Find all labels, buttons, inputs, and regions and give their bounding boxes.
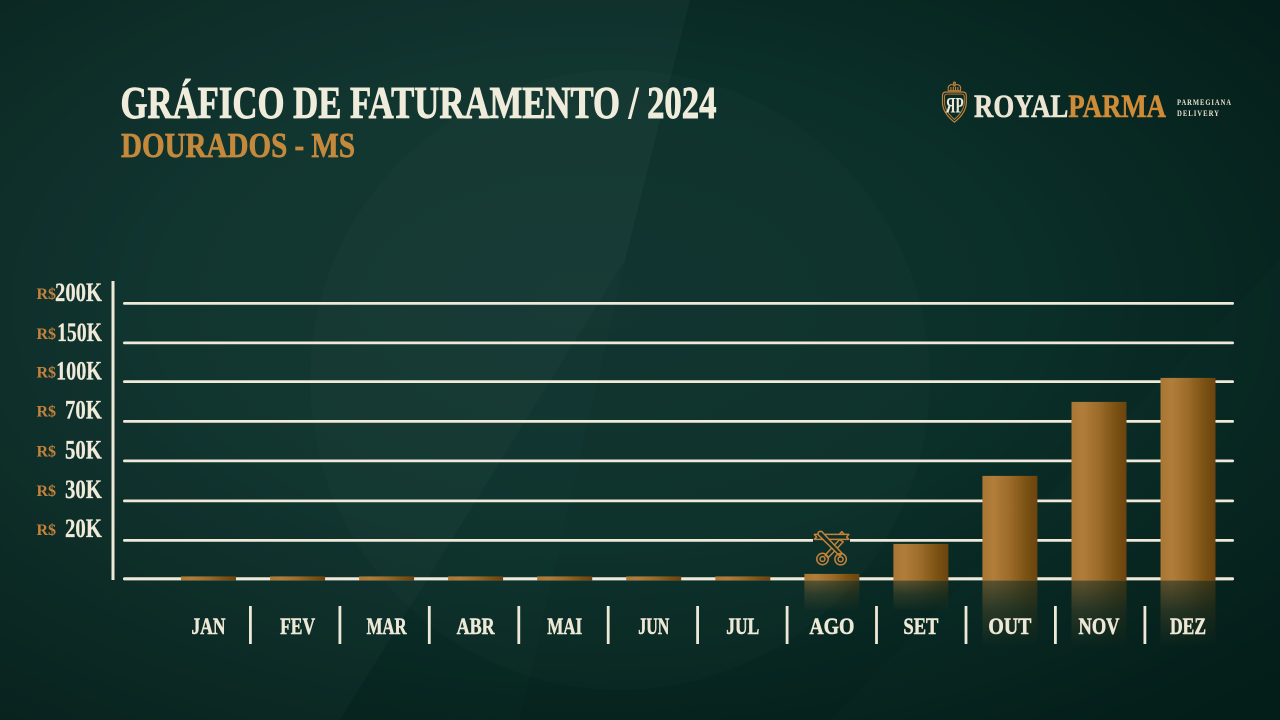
svg-text:JAN: JAN	[192, 614, 226, 639]
svg-text:ABR: ABR	[457, 614, 495, 639]
svg-text:200K: 200K	[55, 278, 103, 307]
svg-text:NOV: NOV	[1079, 614, 1120, 639]
svg-text:JUN: JUN	[638, 614, 669, 639]
svg-text:R$: R$	[37, 404, 57, 421]
svg-text:JUL: JUL	[726, 614, 759, 639]
svg-text:R$: R$	[37, 286, 57, 303]
svg-text:30K: 30K	[65, 475, 103, 504]
svg-text:R$: R$	[37, 522, 57, 539]
svg-text:20K: 20K	[65, 514, 103, 543]
svg-text:R$: R$	[37, 483, 57, 500]
svg-text:150K: 150K	[57, 318, 103, 347]
svg-text:GRÁFICO DE FATURAMENTO / 2024: GRÁFICO DE FATURAMENTO / 2024	[121, 78, 717, 128]
svg-text:R$: R$	[37, 444, 57, 461]
svg-text:SET: SET	[903, 614, 938, 639]
svg-text:DEZ: DEZ	[1170, 614, 1206, 639]
svg-text:PARMEGIANA: PARMEGIANA	[1177, 97, 1232, 107]
svg-text:MAR: MAR	[367, 614, 407, 639]
svg-text:100K: 100K	[56, 357, 103, 386]
svg-text:AGO: AGO	[809, 614, 854, 639]
svg-text:DELIVERY: DELIVERY	[1177, 108, 1220, 118]
svg-text:ROYALPARMA: ROYALPARMA	[974, 89, 1166, 125]
svg-text:FEV: FEV	[280, 614, 315, 639]
svg-text:DOURADOS - MS: DOURADOS - MS	[121, 126, 355, 165]
svg-text:MAI: MAI	[547, 614, 582, 639]
svg-text:R$: R$	[37, 365, 57, 382]
svg-text:OUT: OUT	[988, 614, 1031, 639]
svg-text:ЯP: ЯP	[946, 93, 964, 118]
svg-text:R$: R$	[37, 326, 57, 343]
svg-text:50K: 50K	[65, 436, 103, 465]
svg-text:70K: 70K	[65, 396, 103, 425]
